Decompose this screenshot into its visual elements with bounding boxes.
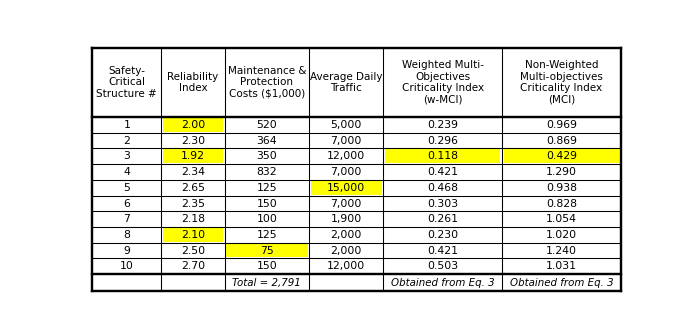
Text: 2: 2 — [123, 136, 130, 146]
Text: Total = 2,791: Total = 2,791 — [232, 278, 301, 288]
Text: 5,000: 5,000 — [331, 120, 362, 130]
Text: 12,000: 12,000 — [327, 152, 365, 162]
Text: 0.230: 0.230 — [427, 230, 458, 240]
Text: Safety-
Critical
Structure #: Safety- Critical Structure # — [96, 66, 157, 99]
Text: 100: 100 — [256, 214, 277, 224]
Text: 364: 364 — [257, 136, 277, 146]
Text: 9: 9 — [123, 246, 130, 256]
Text: 0.869: 0.869 — [546, 136, 577, 146]
Text: 2.34: 2.34 — [181, 167, 205, 177]
Text: 0.421: 0.421 — [427, 246, 458, 256]
Text: Average Daily
Traffic: Average Daily Traffic — [310, 72, 382, 93]
Text: 2.18: 2.18 — [181, 214, 205, 224]
Text: Maintenance &
Protection
Costs ($1,000): Maintenance & Protection Costs ($1,000) — [228, 66, 306, 99]
Text: 832: 832 — [257, 167, 277, 177]
Text: 2.50: 2.50 — [181, 246, 205, 256]
Text: 2.10: 2.10 — [181, 230, 205, 240]
Text: 3: 3 — [123, 152, 130, 162]
Text: 2.70: 2.70 — [181, 261, 205, 271]
Text: 75: 75 — [260, 246, 274, 256]
Text: 150: 150 — [256, 198, 277, 208]
Text: Obtained from Eq. 3: Obtained from Eq. 3 — [390, 278, 494, 288]
Text: 1.031: 1.031 — [546, 261, 577, 271]
Text: 5: 5 — [123, 183, 130, 193]
Text: 0.421: 0.421 — [427, 167, 458, 177]
Text: 2.00: 2.00 — [181, 120, 205, 130]
Text: 1.054: 1.054 — [546, 214, 577, 224]
Text: 125: 125 — [257, 183, 277, 193]
Text: 0.938: 0.938 — [546, 183, 577, 193]
Text: 0.503: 0.503 — [427, 261, 458, 271]
Text: 1.92: 1.92 — [181, 152, 205, 162]
Text: Weighted Multi-
Objectives
Criticality Index
(w-MCI): Weighted Multi- Objectives Criticality I… — [402, 60, 484, 105]
Text: 7,000: 7,000 — [331, 167, 362, 177]
Text: 15,000: 15,000 — [327, 183, 365, 193]
Bar — [310, 181, 381, 194]
Bar — [163, 228, 223, 242]
Text: 1.020: 1.020 — [546, 230, 577, 240]
Bar — [226, 244, 308, 257]
Text: 520: 520 — [256, 120, 277, 130]
Text: 7: 7 — [123, 214, 130, 224]
Bar — [163, 118, 223, 132]
Text: 1.290: 1.290 — [546, 167, 577, 177]
Text: 12,000: 12,000 — [327, 261, 365, 271]
Text: 0.261: 0.261 — [427, 214, 458, 224]
Text: 8: 8 — [123, 230, 130, 240]
Text: Non-Weighted
Multi-objectives
Criticality Index
(MCI): Non-Weighted Multi-objectives Criticalit… — [520, 60, 603, 105]
Text: 350: 350 — [256, 152, 277, 162]
Text: 6: 6 — [123, 198, 130, 208]
Text: 2.35: 2.35 — [181, 198, 205, 208]
Text: 4: 4 — [123, 167, 130, 177]
Text: 2,000: 2,000 — [331, 230, 362, 240]
Text: 2.65: 2.65 — [181, 183, 205, 193]
Text: 0.969: 0.969 — [546, 120, 577, 130]
Text: 7,000: 7,000 — [331, 136, 362, 146]
Text: 0.429: 0.429 — [546, 152, 577, 162]
Bar — [163, 150, 223, 163]
Text: 1.240: 1.240 — [546, 246, 577, 256]
Text: 0.239: 0.239 — [427, 120, 458, 130]
Bar — [385, 150, 500, 163]
Text: 0.303: 0.303 — [427, 198, 458, 208]
Text: 1: 1 — [123, 120, 130, 130]
Text: 0.468: 0.468 — [427, 183, 458, 193]
Text: 2,000: 2,000 — [331, 246, 362, 256]
Text: 1,900: 1,900 — [331, 214, 362, 224]
Text: 7,000: 7,000 — [331, 198, 362, 208]
Bar — [504, 150, 619, 163]
Text: 2.30: 2.30 — [181, 136, 205, 146]
Text: Obtained from Eq. 3: Obtained from Eq. 3 — [509, 278, 613, 288]
Text: 10: 10 — [120, 261, 134, 271]
Text: 0.296: 0.296 — [427, 136, 458, 146]
Text: 150: 150 — [256, 261, 277, 271]
Text: 0.118: 0.118 — [427, 152, 458, 162]
Text: Reliability
Index: Reliability Index — [167, 72, 219, 93]
Text: 125: 125 — [257, 230, 277, 240]
Text: 0.828: 0.828 — [546, 198, 577, 208]
